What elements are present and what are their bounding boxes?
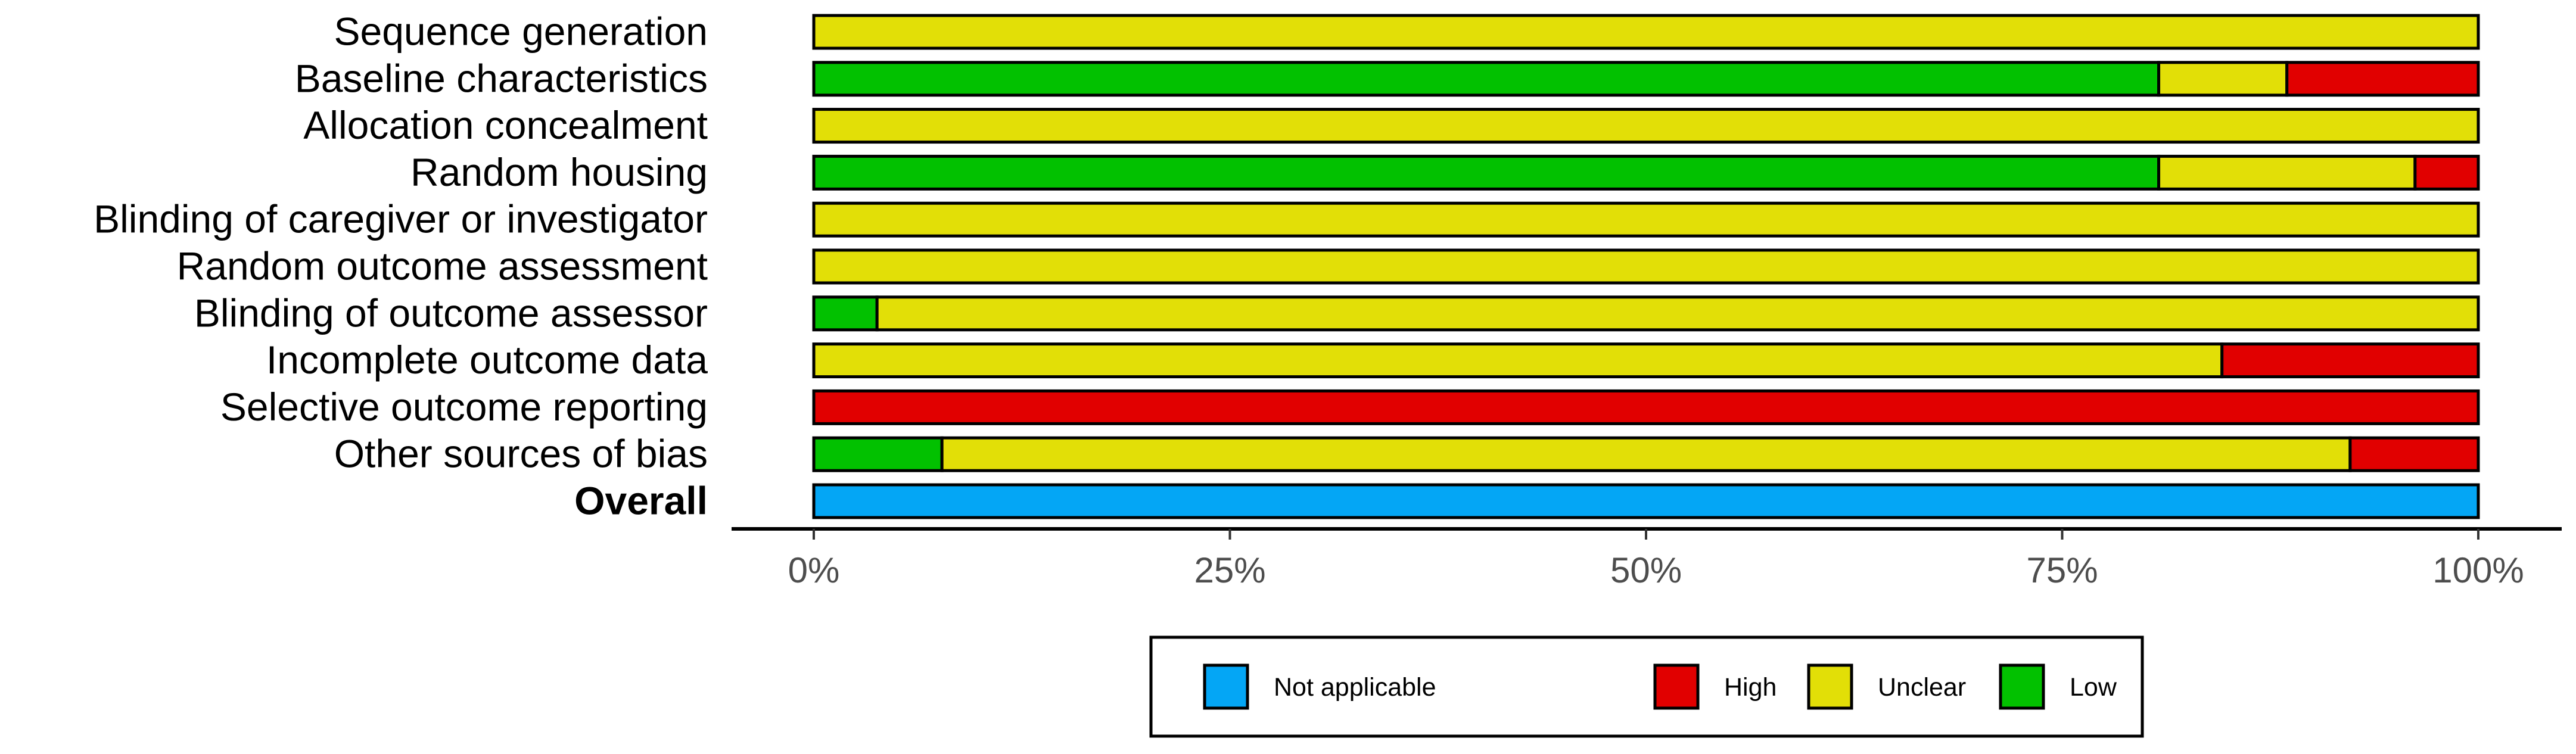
bar-segment-baseline-characteristics-high	[2285, 61, 2480, 97]
category-label-random-housing: Random housing	[410, 150, 708, 194]
category-label-blinding-of-caregiver-or-investigator: Blinding of caregiver or investigator	[94, 197, 708, 241]
bar-segment-random-housing-unclear	[2157, 154, 2417, 191]
x-tick-label: 50%	[1610, 550, 1682, 590]
bar-segment-other-sources-of-bias-high	[2348, 436, 2480, 472]
legend-key-high	[1653, 663, 1700, 710]
legend-key-unclear	[1807, 663, 1853, 710]
category-label-allocation-concealment: Allocation concealment	[303, 103, 708, 147]
legend: Not applicable High Unclear Low	[1149, 635, 2144, 738]
category-label-selective-outcome-reporting: Selective outcome reporting	[220, 385, 708, 429]
x-axis: 0% 25% 50% 75% 100%	[732, 527, 2562, 590]
bar-segment-incomplete-outcome-data-high	[2220, 342, 2480, 379]
category-label-overall: Overall	[574, 479, 708, 523]
bar-segment-overall-not-applicable	[812, 483, 2480, 519]
category-label-incomplete-outcome-data: Incomplete outcome data	[266, 338, 708, 382]
bar-segment-blinding-of-caregiver-or-investigator-unclear	[812, 201, 2480, 238]
x-tick-label: 25%	[1194, 550, 1265, 590]
legend-key-not-applicable	[1203, 663, 1249, 710]
bar-segment-other-sources-of-bias-unclear	[940, 436, 2352, 472]
bar-segment-sequence-generation-unclear	[812, 14, 2480, 50]
bar-segment-random-housing-high	[2413, 154, 2480, 191]
bar-segment-baseline-characteristics-low	[812, 61, 2161, 97]
category-label-baseline-characteristics: Baseline characteristics	[295, 56, 708, 100]
bar-segment-random-housing-low	[812, 154, 2161, 191]
legend-label-not-applicable: Not applicable	[1274, 673, 1436, 702]
bar-segment-other-sources-of-bias-low	[812, 436, 944, 472]
bar-segment-allocation-concealment-unclear	[812, 108, 2480, 144]
x-tick-label: 0%	[788, 550, 840, 590]
bar-segment-selective-outcome-reporting-high	[812, 389, 2480, 425]
legend-box	[1149, 635, 2144, 738]
bar-segment-blinding-of-outcome-assessor-unclear	[875, 295, 2480, 332]
x-tick-label: 100%	[2432, 550, 2524, 590]
category-label-sequence-generation: Sequence generation	[334, 10, 708, 54]
category-label-random-outcome-assessment: Random outcome assessment	[177, 244, 708, 288]
category-label-blinding-of-outcome-assessor: Blinding of outcome assessor	[194, 291, 708, 335]
bar-segment-blinding-of-outcome-assessor-low	[812, 295, 879, 332]
category-label-other-sources-of-bias: Other sources of bias	[334, 432, 708, 476]
legend-key-low	[1999, 663, 2045, 710]
legend-label-low: Low	[2070, 673, 2117, 702]
bar-segment-baseline-characteristics-unclear	[2157, 61, 2289, 97]
bar-segment-incomplete-outcome-data-unclear	[812, 342, 2224, 379]
bar-segment-random-outcome-assessment-unclear	[812, 248, 2480, 285]
legend-label-high: High	[1724, 673, 1777, 702]
legend-label-unclear: Unclear	[1878, 673, 1966, 702]
bars-layer	[812, 14, 2480, 519]
x-tick-label: 75%	[2026, 550, 2098, 590]
